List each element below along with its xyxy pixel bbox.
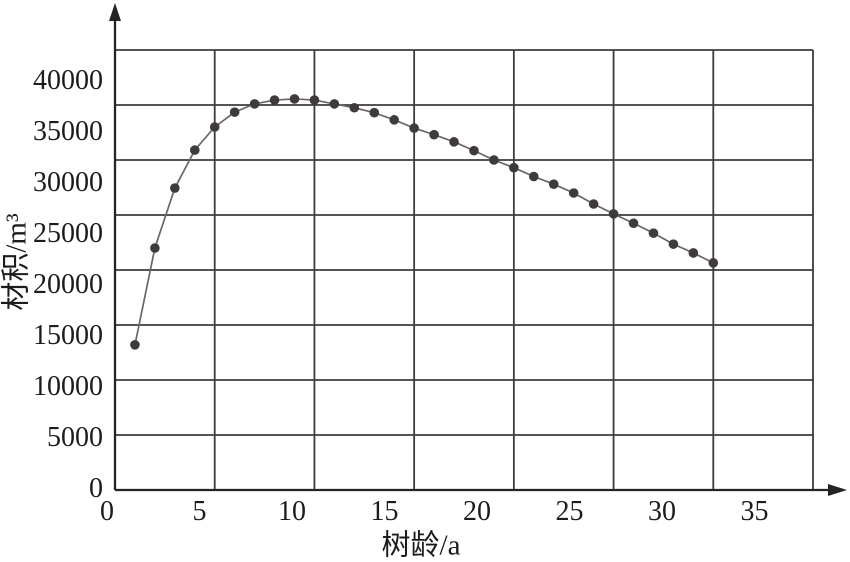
data-point [688,248,699,258]
data-point [509,162,519,173]
data-point [628,218,639,229]
x-tick-label: 35 [740,496,769,527]
data-point [329,99,340,109]
y-tick-label: 25000 [33,218,103,249]
x-tick-label: 5 [192,496,207,527]
x-tick-label: 15 [370,496,399,527]
data-point [449,137,459,147]
data-point [150,243,160,253]
x-tick-label: 30 [648,496,676,527]
y-tick-label: 5000 [47,422,103,453]
x-axis-title: 树龄/a [381,529,461,562]
x-tick-label: 25 [555,496,584,527]
data-point [369,107,380,118]
data-point [608,209,619,219]
y-tick-label: 0 [89,473,103,504]
data-point [209,122,220,132]
data-point [548,179,559,189]
data-point [130,340,140,350]
y-axis-title: 材积/m³ [0,213,33,311]
grid-lines [114,49,814,491]
x-axis-arrow-icon [828,484,847,496]
y-axis-arrow-icon [109,3,121,21]
data-point [568,188,579,198]
volume-curve [134,98,714,345]
data-point [309,95,320,105]
data-point [668,239,679,249]
data-point [409,123,419,133]
y-tick-label: 30000 [33,167,103,198]
data-point [349,102,360,113]
data-point [189,145,200,155]
x-tick-label: 10 [278,496,306,527]
data-point [489,155,499,165]
y-tick-label: 20000 [33,269,103,300]
x-tick-label: 0 [100,496,114,527]
data-point [170,183,180,193]
data-point [289,94,300,104]
data-point [249,99,260,109]
data-point [429,129,439,140]
y-tick-label: 40000 [33,65,103,96]
x-tick-label: 20 [463,496,491,527]
data-point [708,258,719,268]
y-tick-label: 35000 [33,116,103,147]
data-point [269,95,280,105]
y-tick-label: 10000 [33,371,103,402]
data-point [469,145,479,156]
y-tick-label: 15000 [33,320,103,351]
data-point [648,228,659,238]
data-point [389,115,400,125]
data-point [588,199,599,209]
data-point [229,107,240,117]
data-point [529,171,539,182]
